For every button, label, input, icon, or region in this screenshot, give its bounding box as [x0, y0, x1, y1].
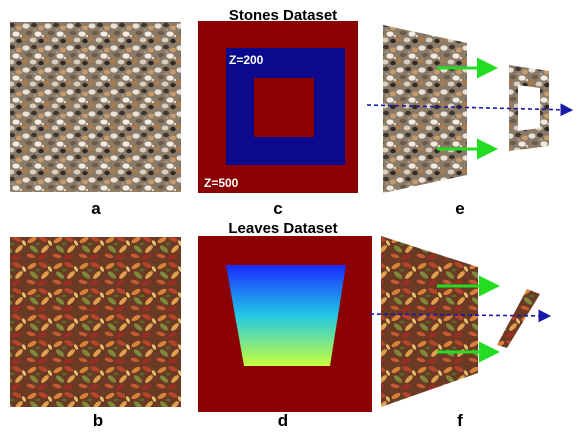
stones-far-plane — [383, 25, 467, 193]
stones-texture-image — [10, 22, 181, 192]
viewing-axis-arrow-bottom — [369, 309, 552, 323]
leaves-texture-image — [10, 237, 181, 407]
stones-depth-map — [198, 21, 358, 193]
leaves-depth-map — [198, 236, 372, 412]
panel-label-a: a — [91, 199, 101, 218]
panel-label-c: c — [273, 199, 282, 218]
viewing-axis-arrow-top — [366, 103, 574, 117]
depth-hole-far — [254, 78, 314, 137]
stones-3d-scene — [366, 25, 574, 193]
depth-label-outer: Z=500 — [204, 176, 239, 190]
depth-label-inner: Z=200 — [229, 53, 264, 67]
stones-near-plane-hole — [518, 85, 540, 131]
panel-label-e: e — [455, 199, 464, 218]
panel-label-d: d — [278, 411, 288, 430]
panel-label-f: f — [457, 411, 463, 430]
leaves-far-plane — [381, 236, 478, 407]
leaves-tilted-plane — [497, 289, 540, 348]
leaves-3d-scene — [369, 236, 552, 407]
leaves-dataset-title: Leaves Dataset — [228, 220, 337, 237]
panel-label-b: b — [93, 411, 103, 430]
depth-gradient-trapezoid — [226, 265, 346, 366]
stones-dataset-title: Stones Dataset — [229, 7, 337, 24]
